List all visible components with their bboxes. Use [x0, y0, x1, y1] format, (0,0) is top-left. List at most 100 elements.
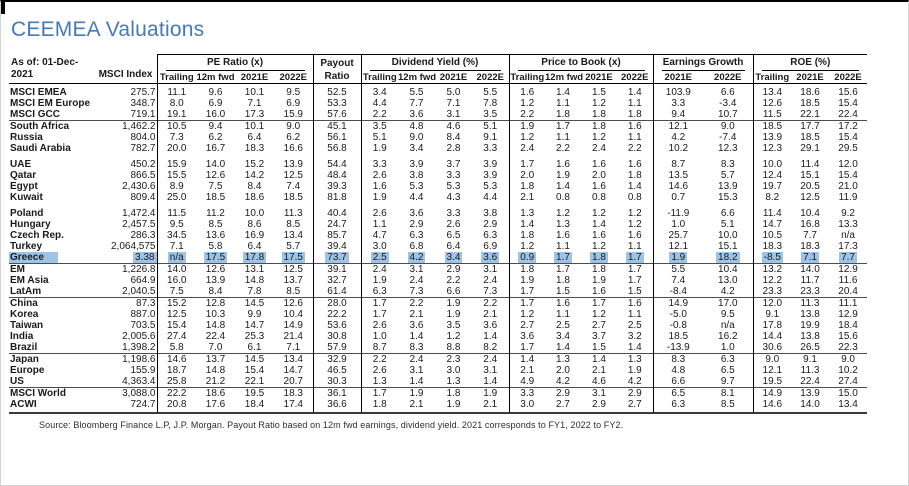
cell-value: 14.7: [752, 218, 792, 230]
cell-value-text: 3.5: [372, 120, 387, 132]
cell-value-text: 3.3: [671, 97, 686, 109]
cell-value: 9.7: [703, 376, 753, 388]
cell-value: 30.6: [752, 341, 792, 353]
cell-value: 1.4: [508, 218, 545, 230]
cell-value: 1.9: [581, 275, 617, 286]
cell-value: 18.6: [196, 386, 235, 399]
cell-value-text: 5.1: [372, 131, 387, 143]
msci-index-value: 4,363.4: [95, 376, 157, 388]
cell-value: 1.8: [508, 262, 545, 275]
row-label-text: Europe: [10, 364, 45, 376]
cell-value: 1.0: [703, 342, 753, 354]
cell-value: 46.5: [312, 364, 361, 376]
cell-value: 1.7: [360, 308, 398, 320]
table-row: Poland 1,472.4 11.5 11.2 10.0 11.3 40.4 2.6 3.6 3…: [9, 202, 867, 219]
cell-value: 14.6: [156, 352, 196, 365]
cell-value-text: 3.7: [446, 158, 461, 170]
msci-index-value-text: 724.7: [130, 398, 156, 410]
row-label: Kuwait: [9, 192, 95, 203]
cell-value: 13.9: [752, 131, 792, 143]
cell-value-text: 18.3: [800, 240, 820, 252]
table-row: Taiwan 703.5 15.4 14.8 14.7 14.9 53.6 2.6 3.6 3.5…: [9, 319, 867, 331]
cell-value-text: 3.6: [483, 319, 498, 331]
cell-value: 1.8: [617, 109, 653, 121]
cell-value: 3.1: [472, 262, 509, 275]
cell-value-text: 48.4: [327, 169, 347, 181]
cell-value: 1.8: [545, 275, 581, 286]
cell-value: 22.2: [156, 386, 196, 399]
col-pe-2021e: 2021E: [235, 70, 274, 84]
cell-value-text: 28.0: [327, 297, 347, 309]
cell-value: 1.6: [581, 154, 617, 170]
cell-value-text: 32.7: [327, 274, 347, 286]
col-pe-12mfwd: 12m fwd: [196, 70, 235, 84]
cell-value-text: 10.5: [762, 229, 783, 241]
as-of-label: As of: 01-Dec- 2021: [11, 57, 78, 81]
cell-value: 3.7: [581, 331, 617, 342]
msci-index-value: 3.38: [95, 251, 157, 264]
cell-value-text: 1.1: [556, 240, 570, 252]
row-label: Egypt: [9, 181, 95, 192]
cell-value: 7.1: [274, 342, 313, 354]
cell-value: 2.2: [398, 296, 435, 309]
cell-value-text: 23.3: [762, 285, 783, 297]
cell-value-text: 15.9: [167, 158, 187, 170]
msci-index-value: 1,462.2: [95, 119, 157, 132]
cell-value-text: 14.7: [244, 319, 265, 331]
cell-value-text: 2.0: [520, 169, 535, 181]
cell-value-text: 4.2: [627, 375, 642, 387]
cell-value: 2.2: [508, 108, 545, 120]
col-pb-2021e: 2021E: [581, 70, 617, 84]
cell-value: 22.1: [235, 376, 274, 388]
cell-value: 3.4: [545, 331, 581, 342]
cell-value-text: 12.4: [762, 169, 783, 181]
cell-value: 4.8: [652, 364, 704, 376]
cell-value-text: 13.8: [800, 308, 820, 320]
cell-value-text: 1.6: [556, 158, 570, 170]
cell-value-text: 2.9: [556, 387, 570, 399]
cell-value: 1.9: [652, 251, 704, 263]
cell-value: 21.4: [274, 331, 313, 342]
cell-value-text: 13.1: [244, 263, 265, 275]
cell-value-text: 18.6: [244, 191, 265, 203]
cell-value: 12.0: [752, 296, 792, 309]
cell-value-text: 20.7: [283, 375, 303, 387]
msci-index-value: 782.7: [95, 143, 157, 154]
cell-value-text: 4.9: [520, 375, 535, 387]
cell-value-text: 1.8: [520, 263, 535, 275]
cell-value: 7.7: [398, 98, 435, 109]
cell-value: 1.6: [617, 296, 654, 309]
cell-value-text: 2.2: [627, 142, 642, 154]
row-label-text: Turkey: [10, 240, 43, 252]
cell-value: 6.9: [274, 98, 313, 109]
table-header: As of: 01-Dec- 2021 MSCI Index PE Ratio …: [9, 53, 868, 84]
cell-value: 18.3: [235, 143, 274, 154]
cell-value-text: 1.1: [556, 131, 570, 143]
cell-value-text: 3.1: [409, 263, 424, 275]
cell-value-text: 1.9: [446, 297, 461, 309]
cell-value-text: 7.1: [169, 240, 184, 252]
cell-value-text: 21.2: [205, 375, 226, 387]
cell-value-text: 11.4: [762, 207, 782, 219]
cell-value: 8.5: [274, 286, 313, 298]
cell-value: 14.0: [156, 262, 196, 275]
cell-value: 8.2: [752, 191, 792, 203]
msci-index-value: 2,064,575: [95, 241, 157, 252]
cell-value: 6.9: [472, 241, 509, 252]
cell-value-text: 32.9: [327, 353, 347, 365]
cell-value: 39.3: [312, 180, 361, 192]
cell-value-text: 73.7: [325, 251, 349, 263]
cell-value-text: n/a: [720, 319, 735, 331]
cell-value: 2.4: [360, 262, 398, 275]
cell-value-text: 13.5: [668, 169, 689, 181]
col-eg-2022e: 2022E: [703, 70, 754, 84]
cell-value: 8.4: [435, 132, 472, 143]
cell-value-text: 12.1: [762, 364, 783, 376]
cell-value-text: 15.2: [167, 297, 187, 309]
cell-value: 0.8: [617, 192, 653, 203]
cell-value: 6.2: [196, 132, 235, 143]
cell-value-text: 1.8: [627, 169, 642, 181]
cell-value: 1.9: [472, 386, 509, 399]
row-label-text: EM Asia: [10, 274, 49, 286]
cell-value: -11.9: [652, 202, 704, 219]
